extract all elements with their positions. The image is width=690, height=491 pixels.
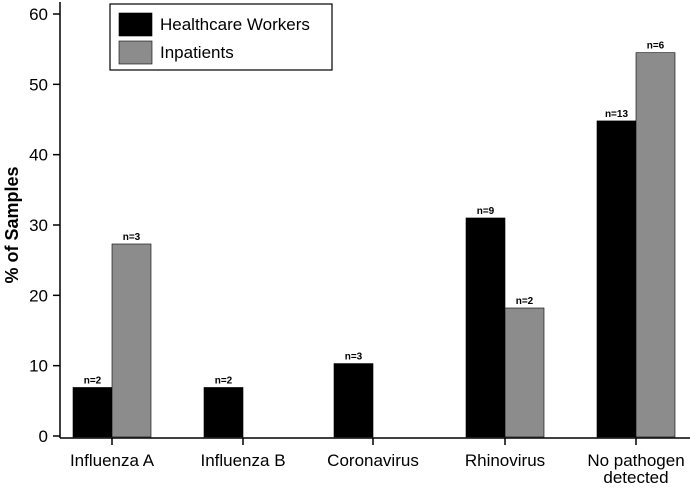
bar-inpatients: [111, 243, 152, 438]
legend-label: Inpatients: [160, 43, 234, 62]
y-tick-label: 30: [29, 216, 48, 235]
bar-inpatients: [504, 307, 545, 438]
y-tick-label: 20: [29, 286, 48, 305]
bar-data-label: n=6: [647, 41, 665, 52]
y-tick-label: 60: [29, 5, 48, 24]
legend-swatch: [118, 40, 153, 65]
bar-inpatients: [635, 52, 676, 438]
bar-healthcare-workers: [72, 387, 113, 438]
bar-data-label: n=13: [605, 109, 629, 120]
bar-data-label: n=2: [215, 375, 233, 386]
bar-healthcare-workers: [333, 363, 374, 438]
x-category-label: detected: [603, 468, 668, 486]
bar-healthcare-workers: [203, 387, 244, 438]
bar-healthcare-workers: [596, 120, 637, 438]
legend-label: Healthcare Workers: [160, 15, 310, 34]
x-category-label: Influenza A: [70, 451, 155, 470]
bar-healthcare-workers: [465, 217, 506, 438]
y-tick-label: 40: [29, 146, 48, 165]
x-category-label: Coronavirus: [327, 451, 419, 470]
x-category-label: Rhinovirus: [465, 451, 545, 470]
y-tick-label: 0: [39, 427, 48, 446]
x-category-label: No pathogen: [587, 451, 684, 470]
bar-data-label: n=3: [345, 352, 363, 363]
bar-data-label: n=9: [477, 206, 495, 217]
y-tick-label: 50: [29, 75, 48, 94]
y-tick-label: 10: [29, 357, 48, 376]
bar-data-label: n=2: [84, 375, 102, 386]
legend-swatch: [118, 12, 153, 37]
y-axis-label: % of Samples: [2, 166, 22, 283]
bar-data-label: n=2: [516, 296, 534, 307]
bar-data-label: n=3: [123, 232, 141, 243]
x-category-label: Influenza B: [200, 451, 285, 470]
